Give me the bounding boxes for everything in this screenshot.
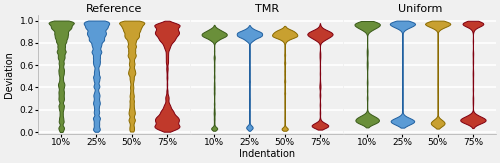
X-axis label: Indentation: Indentation [239,149,295,159]
Title: Uniform: Uniform [398,4,442,14]
Y-axis label: Deviation: Deviation [4,51,14,98]
Title: TMR: TMR [255,4,279,14]
Title: Reference: Reference [86,4,142,14]
